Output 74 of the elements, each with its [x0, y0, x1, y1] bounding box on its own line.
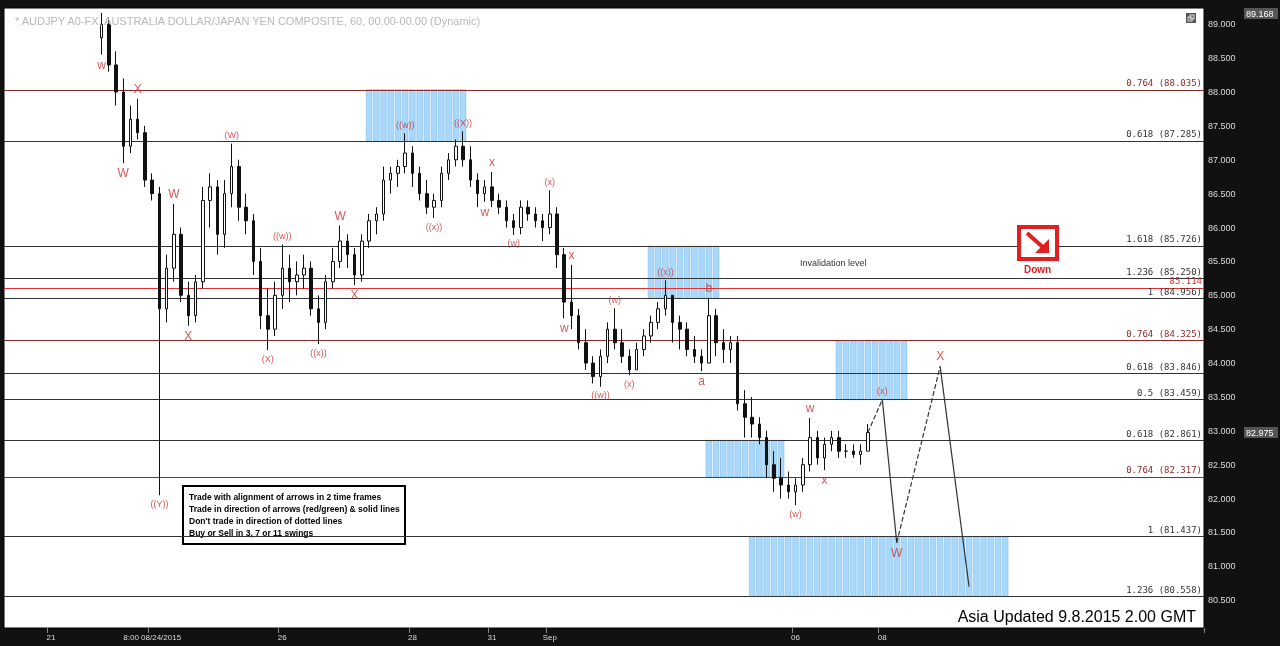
y-tick-label: 80.500	[1208, 595, 1236, 606]
annotation: ((x))	[657, 266, 674, 277]
annotation: ((Y))	[150, 498, 169, 509]
annotation: ((X))	[454, 117, 473, 128]
ref-line-label: 1.618 (85.726)	[1126, 234, 1202, 245]
annotation: W	[334, 208, 347, 223]
annotation: W	[117, 166, 130, 181]
annotation: Asia Updated 9.8.2015 2.00 GMT	[957, 607, 1197, 625]
y-tick-label: 88.000	[1208, 87, 1236, 98]
x-tick-label: 06	[791, 632, 801, 642]
ref-line-label: 1.236 (85.250)	[1126, 266, 1202, 277]
x-tick-label: 26	[277, 632, 288, 642]
ref-line-label: 0.618 (82.861)	[1126, 428, 1202, 439]
y-tick-label: 83.500	[1208, 391, 1236, 402]
x-tick-label: 21	[46, 632, 56, 642]
x-tick-label: Sep	[542, 632, 558, 642]
annotation: w	[804, 400, 815, 415]
ref-line-label: 0.764 (88.035)	[1126, 78, 1202, 89]
annotation: w	[558, 321, 569, 336]
annotation: W	[168, 186, 181, 201]
annotation: ((w))	[395, 119, 415, 130]
annotation: (X)	[261, 353, 274, 364]
annotation: W	[891, 545, 904, 560]
annotation: X	[184, 328, 193, 343]
y-tick-label: 87.000	[1208, 154, 1236, 165]
y-tick-label: 84.000	[1208, 358, 1236, 369]
annotation: Trade with alignment of arrows in 2 time frames Trade in direction of arrows (red/green) & solid lines Don't trade in direction of dotted lines Buy or Sell in 3, 7 or 11 swings	[189, 492, 400, 538]
y-tick-label: 86.000	[1208, 222, 1236, 233]
annotation: Down	[1024, 263, 1052, 275]
annotation: x	[568, 247, 575, 262]
annotation: X	[936, 349, 945, 364]
y-tick-label: 82.500	[1208, 459, 1236, 470]
annotation: ((w))	[591, 390, 610, 401]
y-tick-label: 83.000	[1208, 425, 1236, 436]
y-tick-label: 82.000	[1208, 493, 1236, 504]
y-tick-label: 85.500	[1208, 256, 1236, 267]
x-tick-label: 28	[407, 632, 418, 642]
annotation: Invalidation level	[800, 257, 867, 268]
x-tick-label: 8:00 08/24/2015	[123, 632, 182, 642]
annotation: (W)	[224, 130, 239, 141]
annotation: ((x))	[310, 347, 327, 358]
annotation: x	[821, 473, 828, 488]
ref-line-label: 1.236 (80.558)	[1126, 584, 1202, 595]
ref-line-label: 1 (84.956)	[1147, 286, 1202, 297]
y-tick-label: 87.500	[1208, 120, 1236, 131]
y-tick-label: 86.500	[1208, 188, 1236, 199]
x-tick-label: 08	[877, 632, 888, 642]
ref-line-label: 85.114	[1169, 276, 1202, 287]
ref-line-label: 0.5 (83.459)	[1136, 388, 1202, 399]
annotation: (x)	[877, 386, 888, 397]
annotation: ((w))	[273, 230, 292, 241]
ref-line-label: 0.618 (87.285)	[1126, 129, 1202, 140]
ref-line-label: 0.764 (84.325)	[1126, 329, 1202, 340]
annotation: (w)	[789, 508, 802, 519]
annotation: (x)	[544, 176, 556, 187]
annotation: (w)	[507, 238, 520, 249]
ref-line-label: 1 (81.437)	[1147, 525, 1202, 536]
ref-line-label: 0.764 (82.317)	[1126, 465, 1202, 476]
text: 82.975	[1246, 427, 1274, 438]
y-tick-label: 81.500	[1208, 527, 1236, 538]
text: 89.168	[1246, 8, 1274, 19]
annotation: w	[479, 204, 490, 219]
annotation: w	[96, 57, 107, 72]
ref-line-label: 0.618 (83.846)	[1126, 361, 1202, 372]
y-tick-label: 85.000	[1208, 290, 1236, 301]
annotation: ((x))	[425, 221, 443, 232]
y-tick-label: 89.000	[1208, 19, 1236, 30]
annotation: x	[488, 154, 495, 169]
y-tick-label: 81.000	[1208, 561, 1236, 572]
annotation: a	[698, 374, 706, 389]
annotation: (x)	[624, 378, 635, 389]
x-tick-label: 31	[487, 632, 497, 642]
y-tick-label: 84.500	[1208, 324, 1236, 335]
y-tick-label: 88.500	[1208, 53, 1236, 64]
